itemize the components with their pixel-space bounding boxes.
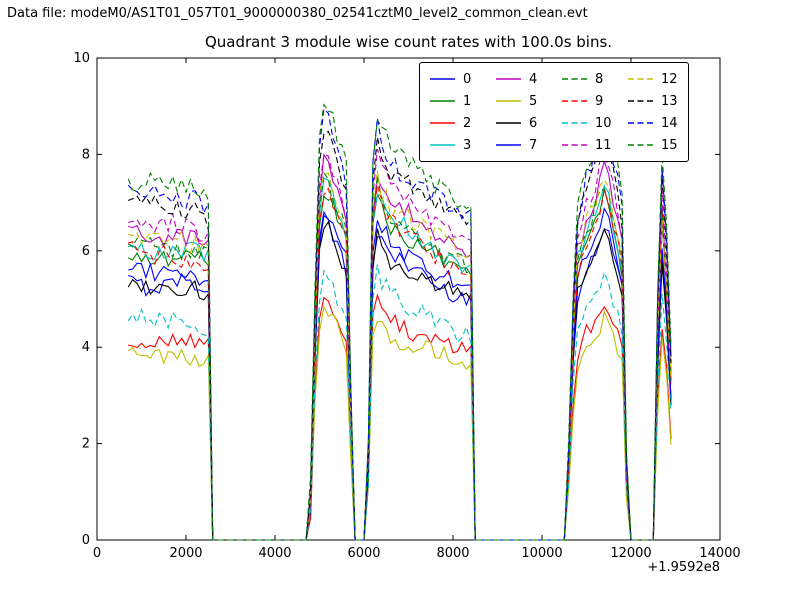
datafile-label: Data file: modeM0/AS1T01_057T01_90000003… — [7, 6, 588, 21]
legend-line-sample-10 — [562, 122, 587, 124]
legend-item-13: 13 — [627, 90, 679, 112]
series-line-9 — [128, 185, 672, 541]
x-tick-label-2: 4000 — [258, 546, 291, 561]
legend-column: 8 9 10 11 — [561, 68, 613, 156]
legend-label-7: 7 — [529, 137, 538, 153]
legend-item-5: 5 — [495, 90, 547, 112]
x-tick-label-4: 8000 — [436, 546, 469, 561]
x-tick-label-5: 10000 — [521, 546, 562, 561]
chart-title: Quadrant 3 module wise count rates with … — [204, 33, 613, 51]
x-tick-label-7: 14000 — [699, 546, 740, 561]
legend-label-9: 9 — [595, 93, 604, 109]
legend-item-12: 12 — [627, 68, 679, 90]
legend-line-sample-5 — [496, 100, 521, 102]
legend: 0 1 2 3 4 5 6 7 8 9 10 11 12 13 14 15 — [419, 62, 689, 162]
x-tick-label-0: 0 — [93, 546, 101, 561]
legend-item-0: 0 — [429, 68, 481, 90]
series-line-7 — [128, 206, 672, 541]
legend-line-sample-8 — [562, 78, 587, 80]
legend-item-14: 14 — [627, 112, 679, 134]
x-tick-label-3: 6000 — [347, 546, 380, 561]
legend-line-sample-7 — [496, 144, 521, 146]
y-tick-label-4: 8 — [82, 147, 90, 162]
legend-item-9: 9 — [561, 90, 613, 112]
legend-label-3: 3 — [463, 137, 472, 153]
x-tick-label-6: 12000 — [610, 546, 651, 561]
y-tick-label-3: 6 — [82, 244, 90, 259]
legend-line-sample-2 — [430, 122, 455, 124]
legend-column: 4 5 6 7 — [495, 68, 547, 156]
legend-label-6: 6 — [529, 115, 538, 131]
legend-label-2: 2 — [463, 115, 472, 131]
x-axis-offset-label: +1.9592e8 — [647, 560, 720, 575]
legend-item-4: 4 — [495, 68, 547, 90]
legend-label-4: 4 — [529, 71, 538, 87]
axes-frame — [96, 57, 721, 541]
series-line-11 — [128, 149, 672, 541]
legend-line-sample-6 — [496, 122, 521, 124]
legend-item-11: 11 — [561, 134, 613, 156]
legend-line-sample-3 — [430, 144, 455, 146]
legend-item-2: 2 — [429, 112, 481, 134]
legend-item-10: 10 — [561, 112, 613, 134]
legend-label-13: 13 — [661, 93, 678, 109]
legend-line-sample-9 — [562, 100, 587, 102]
legend-label-12: 12 — [661, 71, 678, 87]
y-tick-label-0: 0 — [82, 533, 90, 548]
legend-line-sample-14 — [628, 122, 653, 124]
y-tick-label-1: 2 — [82, 437, 90, 452]
legend-line-sample-0 — [430, 78, 455, 80]
legend-line-sample-12 — [628, 78, 653, 80]
x-tick-label-1: 2000 — [169, 546, 202, 561]
series-line-15 — [127, 102, 672, 541]
legend-line-sample-1 — [430, 100, 455, 102]
legend-item-7: 7 — [495, 134, 547, 156]
legend-line-sample-11 — [562, 144, 587, 146]
legend-label-8: 8 — [595, 71, 604, 87]
y-tick-label-2: 4 — [82, 340, 90, 355]
legend-item-15: 15 — [627, 134, 679, 156]
legend-label-0: 0 — [463, 71, 472, 87]
legend-label-15: 15 — [661, 137, 678, 153]
legend-line-sample-15 — [628, 144, 653, 146]
legend-label-14: 14 — [661, 115, 678, 131]
legend-column: 12 13 14 15 — [627, 68, 679, 156]
legend-line-sample-4 — [496, 78, 521, 80]
series-line-13 — [127, 130, 672, 541]
legend-label-10: 10 — [595, 115, 612, 131]
legend-label-5: 5 — [529, 93, 538, 109]
legend-item-8: 8 — [561, 68, 613, 90]
legend-item-1: 1 — [429, 90, 481, 112]
legend-item-6: 6 — [495, 112, 547, 134]
legend-item-3: 3 — [429, 134, 481, 156]
series-line-10 — [127, 264, 672, 541]
legend-line-sample-13 — [628, 100, 653, 102]
legend-label-1: 1 — [463, 93, 472, 109]
y-tick-label-5: 10 — [73, 51, 90, 66]
legend-label-11: 11 — [595, 137, 612, 153]
legend-column: 0 1 2 3 — [429, 68, 481, 156]
